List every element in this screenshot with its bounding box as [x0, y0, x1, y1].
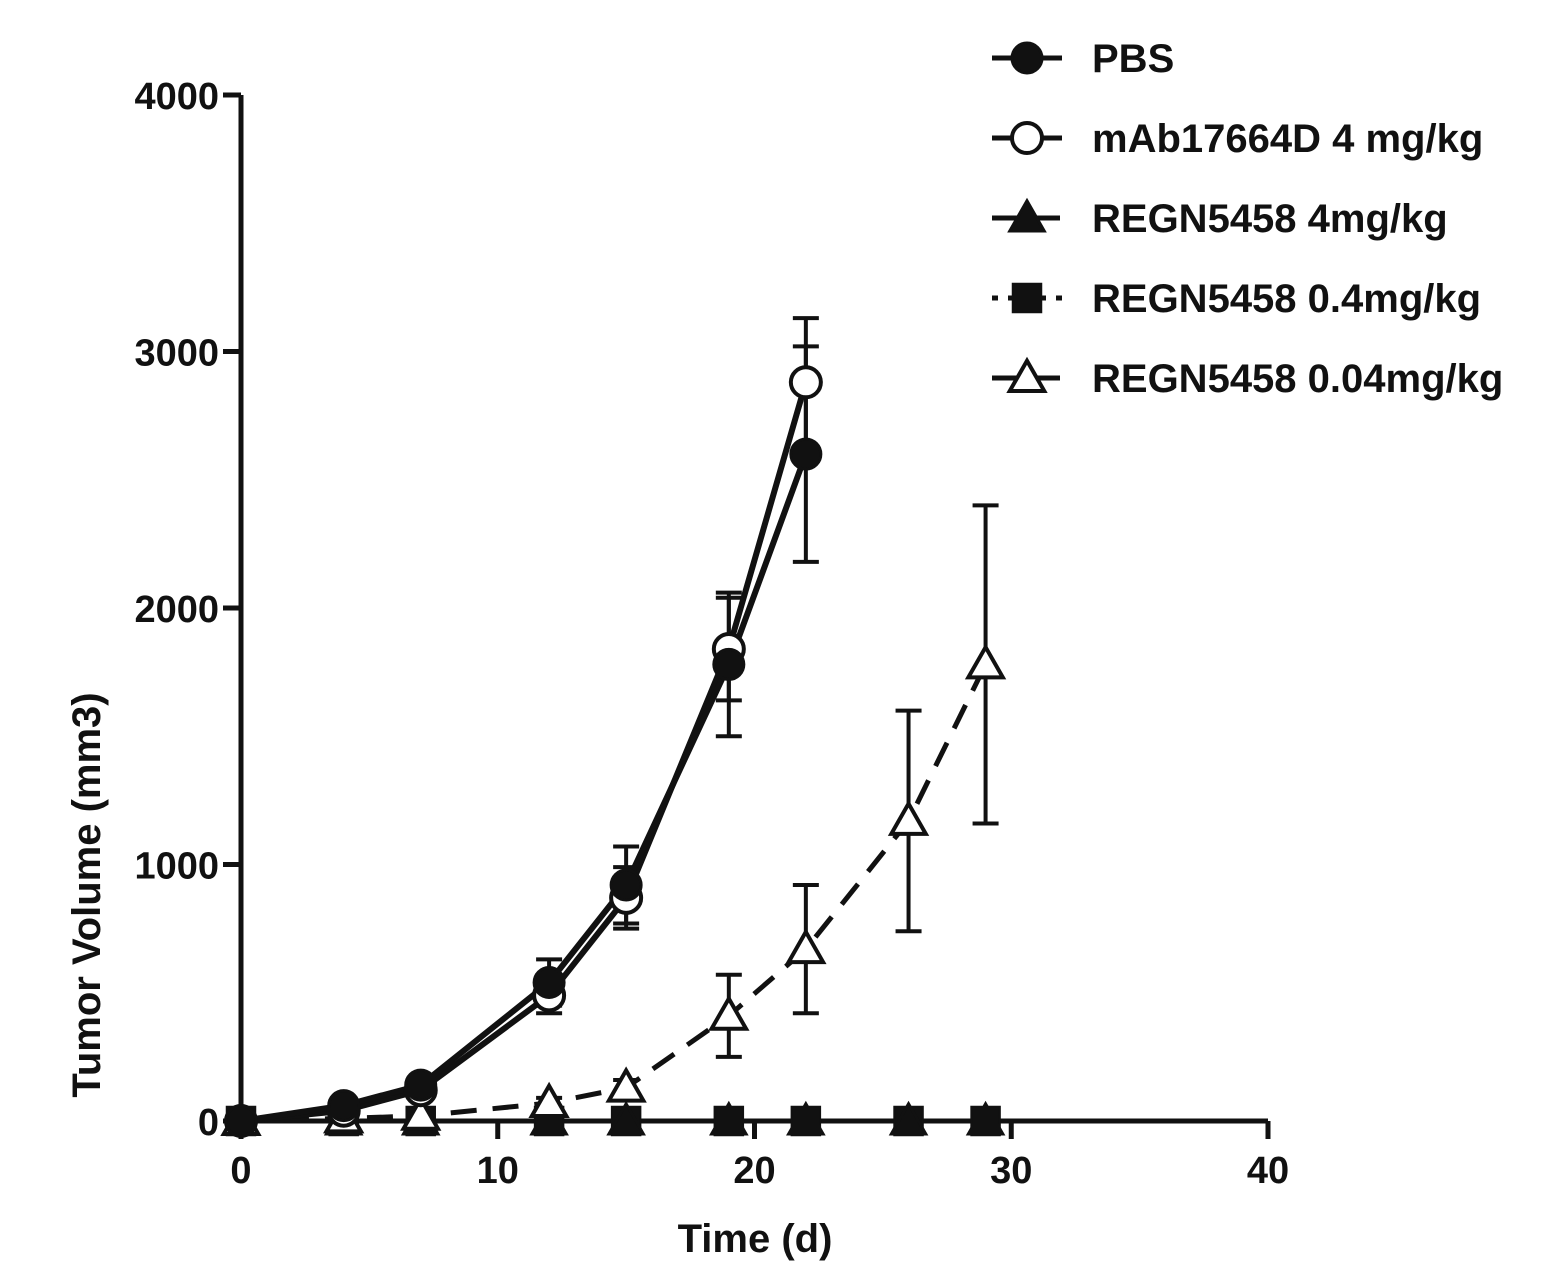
y-tick-label: 2000: [134, 589, 219, 631]
series-line-group: [240, 381, 988, 1124]
data-point-filled-circle: [789, 437, 823, 471]
legend-label: REGN5458 0.4mg/kg: [1092, 277, 1481, 321]
legend-label: REGN5458 0.04mg/kg: [1092, 357, 1503, 401]
data-point-open-triangle: [708, 994, 750, 1031]
data-point-open-triangle: [605, 1066, 647, 1103]
data-point-filled-triangle: [888, 1100, 929, 1136]
y-tick-label: 0: [198, 1102, 219, 1144]
data-point-filled-circle: [224, 1104, 258, 1138]
y-tick-label: 3000: [134, 333, 219, 375]
data-point-filled-triangle: [606, 1100, 646, 1136]
marker-group: [220, 365, 1007, 1138]
data-point-filled-circle: [404, 1068, 438, 1102]
x-axis-label: Time (d): [678, 1217, 833, 1261]
legend: PBS mAb17664D 4 mg/kg REGN5458 4mg/kg REGN5…: [992, 37, 1503, 401]
x-tick-label: 30: [990, 1150, 1032, 1192]
data-point-open-triangle: [887, 799, 930, 836]
legend-label: REGN5458 4mg/kg: [1092, 197, 1448, 241]
y-tick-label: 1000: [134, 846, 219, 888]
data-point-filled-triangle: [965, 1100, 1006, 1136]
y-axis-label: Tumor Volume (mm3): [65, 692, 109, 1097]
data-point-filled-circle: [1010, 41, 1044, 75]
data-point-filled-circle: [609, 868, 643, 902]
x-tick-label: 20: [733, 1150, 775, 1192]
data-point-filled-circle: [327, 1089, 361, 1123]
data-point-open-triangle: [1006, 356, 1048, 393]
data-point-filled-triangle: [786, 1100, 826, 1136]
data-point-open-triangle: [528, 1081, 570, 1118]
data-point-open-circle: [1010, 121, 1044, 155]
axes: [238, 95, 1268, 1124]
legend-label: PBS: [1092, 37, 1174, 81]
x-tick-label: 0: [230, 1150, 251, 1192]
data-point-filled-circle: [532, 965, 566, 999]
error-bar-group: [330, 316, 999, 1122]
data-point-filled-square: [1011, 282, 1043, 314]
data-point-filled-circle: [712, 647, 746, 681]
data-point-filled-triangle: [1007, 197, 1047, 233]
data-point-filled-triangle: [708, 1100, 749, 1136]
data-point-open-triangle: [964, 643, 1007, 680]
data-point-open-circle: [788, 365, 823, 400]
x-tick-label: 40: [1247, 1150, 1289, 1192]
data-point-filled-triangle: [529, 1100, 569, 1136]
x-tick-label: 10: [477, 1150, 519, 1192]
tick-group: 0 10 20 30 40 0 1000 2000 3000 4000: [134, 76, 1289, 1192]
legend-label: mAb17664D 4 mg/kg: [1092, 117, 1483, 161]
data-point-open-triangle: [785, 927, 827, 965]
data-point-open-triangle: [400, 1094, 442, 1131]
y-tick-label: 4000: [134, 76, 219, 118]
